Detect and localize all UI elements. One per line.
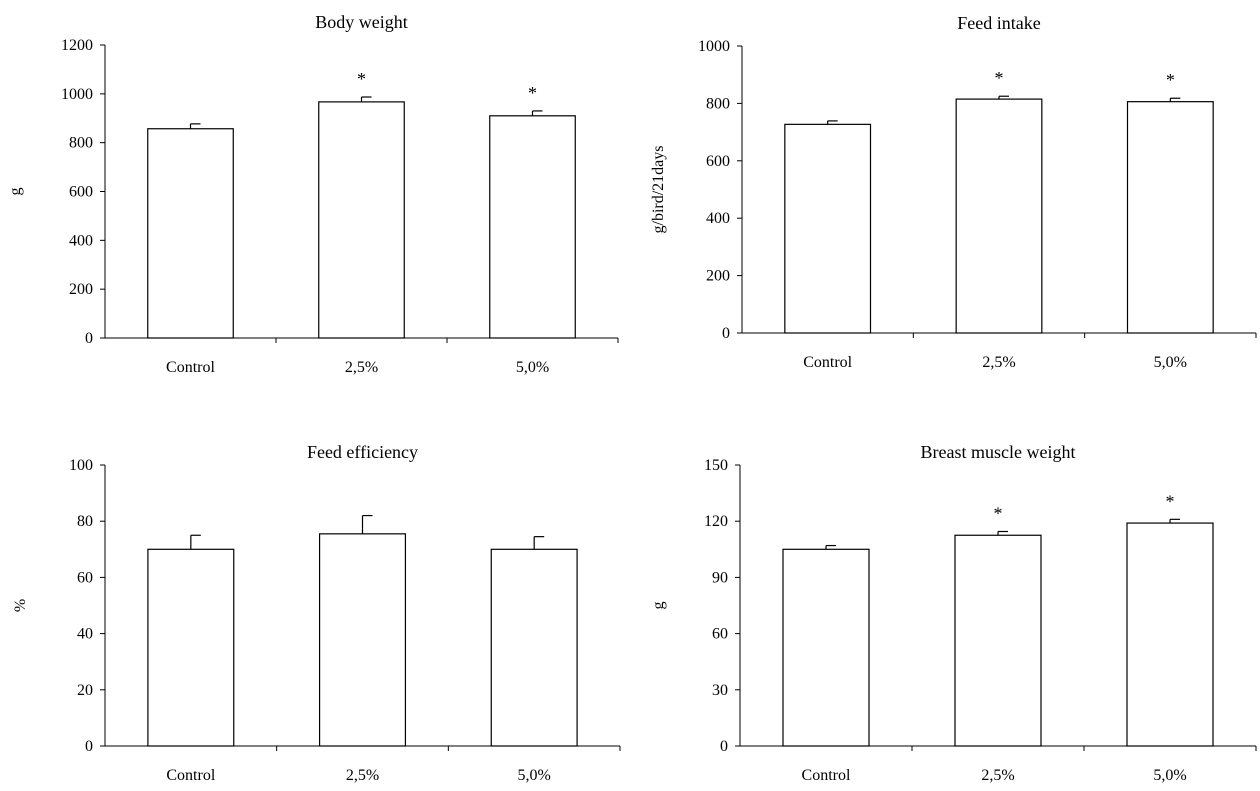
- x-category-label: 5,0%: [516, 359, 549, 376]
- x-category-label: 5,0%: [1154, 354, 1187, 371]
- y-tick-label: 1000: [61, 86, 93, 103]
- y-tick-label: 1000: [698, 38, 730, 55]
- bar: [1126, 522, 1214, 747]
- chart-panel-2: Feed intake g/bird/21days 0 200 400 600 800 100…: [650, 13, 1257, 371]
- y-tick-label: 400: [69, 232, 93, 249]
- x-category-label: 5,0%: [518, 767, 551, 784]
- y-tick-label: 20: [77, 682, 93, 699]
- y-tick-label: 90: [712, 569, 728, 586]
- chart-panel-4: Breast muscle weight g 0 30 60 90 120 150 Contro…: [650, 442, 1257, 784]
- y-tick-label: 600: [69, 184, 93, 201]
- bar: [782, 548, 870, 747]
- y-axis-label: %: [12, 599, 29, 612]
- significance-marker: *: [528, 83, 537, 103]
- x-category-label: 2,5%: [345, 359, 378, 376]
- significance-marker: *: [995, 68, 1004, 88]
- y-tick-label: 40: [77, 626, 93, 643]
- y-tick-label: 0: [85, 330, 93, 347]
- chart-title: Breast muscle weight: [921, 442, 1076, 462]
- bar: [1126, 101, 1214, 334]
- bar: [318, 533, 407, 747]
- x-category-label: Control: [802, 767, 851, 784]
- y-tick-label: 1200: [61, 37, 93, 54]
- y-tick-label: 60: [712, 626, 728, 643]
- bar: [147, 548, 235, 747]
- significance-marker: *: [357, 69, 366, 89]
- bar: [318, 101, 405, 339]
- y-tick-label: 100: [69, 457, 93, 474]
- bar: [147, 128, 234, 339]
- y-tick-label: 80: [77, 513, 93, 530]
- significance-marker: *: [1166, 70, 1175, 90]
- y-tick-label: 400: [706, 210, 730, 227]
- x-category-label: 2,5%: [981, 767, 1014, 784]
- chart-panel-1: Body weight g 0 200 400 600 800 1000 1200 Control…: [7, 12, 619, 376]
- y-tick-label: 800: [69, 135, 93, 152]
- y-tick-label: 600: [706, 153, 730, 170]
- y-tick-label: 60: [77, 569, 93, 586]
- chart-panel-3: Feed efficiency% 0 20 40 60 80 100 Control 2,5% 5…: [12, 442, 621, 784]
- bar: [489, 115, 576, 339]
- significance-marker: *: [994, 504, 1003, 524]
- chart-title: Feed intake: [957, 13, 1040, 33]
- chart-title: Body weight: [315, 12, 408, 32]
- x-category-label: Control: [166, 359, 215, 376]
- y-tick-label: 150: [704, 457, 728, 474]
- chart-title: Feed efficiency: [307, 442, 418, 462]
- bar: [954, 534, 1042, 747]
- y-tick-label: 200: [706, 268, 730, 285]
- y-tick-label: 0: [722, 325, 730, 342]
- x-category-label: Control: [166, 767, 215, 784]
- x-category-label: 5,0%: [1153, 767, 1186, 784]
- y-axis-label: g/bird/21days: [650, 146, 667, 234]
- y-tick-label: 800: [706, 95, 730, 112]
- bar: [490, 548, 578, 747]
- y-tick-label: 30: [712, 682, 728, 699]
- y-tick-label: 200: [69, 281, 93, 298]
- y-axis-label: g: [650, 602, 667, 610]
- x-category-label: 2,5%: [982, 354, 1015, 371]
- y-tick-label: 0: [85, 738, 93, 755]
- y-axis-label: g: [7, 188, 24, 196]
- significance-marker: *: [1166, 491, 1175, 511]
- bar: [784, 123, 872, 334]
- bar: [955, 98, 1043, 334]
- y-tick-label: 0: [720, 738, 728, 755]
- y-tick-label: 120: [704, 513, 728, 530]
- x-category-label: 2,5%: [346, 767, 379, 784]
- x-category-label: Control: [803, 354, 852, 371]
